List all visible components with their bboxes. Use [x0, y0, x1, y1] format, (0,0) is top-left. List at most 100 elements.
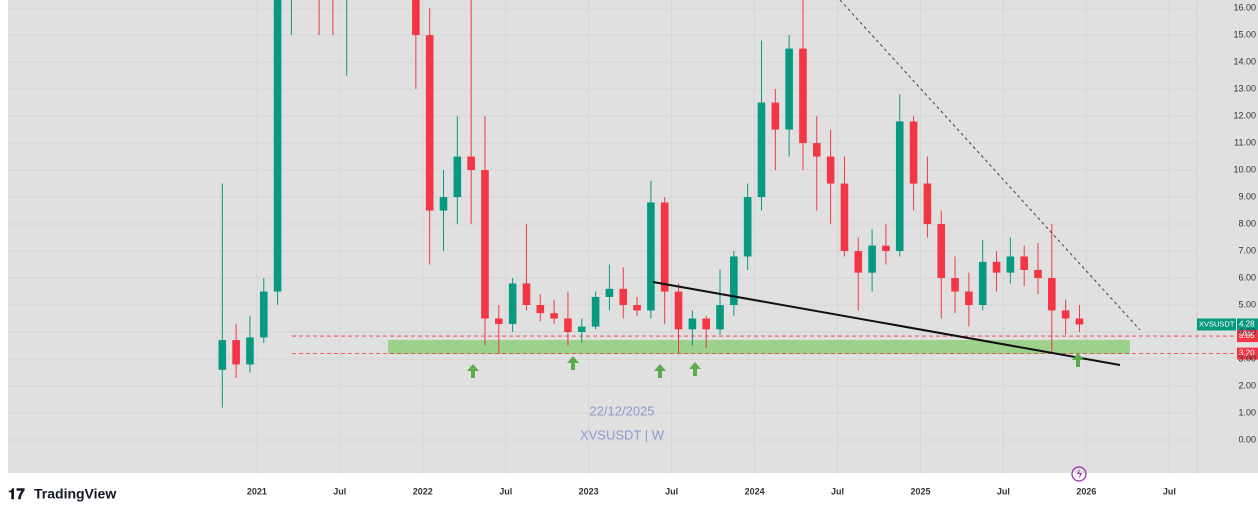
arrow: [567, 356, 579, 370]
x-tick-label: Jul: [997, 486, 1010, 496]
candle-body: [909, 121, 918, 184]
x-tick-label: Jul: [333, 486, 346, 496]
candle-body: [840, 183, 849, 252]
x-tick-label: 2021: [247, 486, 267, 496]
symbol-tag: XVSUSDT: [1199, 319, 1235, 328]
candle-body: [605, 288, 614, 297]
candle-body: [522, 283, 531, 306]
y-tick-label: 6.00: [1238, 272, 1256, 282]
y-tick-label: 9.00: [1238, 191, 1256, 201]
watermark-symbol: XVSUSDT | W: [580, 427, 665, 442]
event-icon-bolt: [1077, 469, 1082, 479]
candle-body: [481, 170, 489, 319]
candle-body: [992, 261, 1001, 273]
event-icon: [1071, 466, 1087, 482]
axes: 0.00 1.00 2.00 3.00 4.00 5.00 6.00 7.00 8.00 9.00…: [247, 2, 1256, 496]
candle-body: [923, 183, 932, 225]
candle-body: [467, 156, 475, 171]
y-tick-label: 0.00: [1238, 434, 1256, 444]
symbol-tag-box: [1197, 318, 1236, 331]
candle-body: [246, 337, 254, 365]
brand: TradingView: [34, 486, 116, 502]
y-tick-label: 1.00: [1238, 407, 1256, 417]
price-tag-label: 3.20: [1239, 349, 1255, 358]
candle-body: [978, 261, 987, 306]
candle-body: [1020, 256, 1028, 270]
x-tick-label: Jul: [1163, 486, 1176, 496]
candle-body: [868, 245, 876, 273]
y-tick-label: 13.00: [1233, 83, 1256, 93]
y-tick-label: 5.00: [1238, 299, 1256, 309]
support-zone: [388, 340, 1130, 354]
candle-body: [1006, 256, 1015, 273]
arrow: [654, 364, 666, 378]
price-tag-box: [1237, 347, 1258, 360]
candle-body: [508, 283, 517, 324]
y-tick-label: 11.00: [1234, 137, 1256, 147]
candle-body: [937, 224, 946, 279]
y-tick-label: 12.00: [1233, 110, 1256, 120]
candle-body: [757, 102, 766, 198]
candle-body: [647, 202, 655, 311]
candle-body: [1048, 278, 1056, 311]
grid: [8, 0, 1197, 473]
candle-body: [702, 318, 710, 330]
trendline: [652, 281, 1121, 366]
y-tick-label: 8.00: [1238, 218, 1256, 228]
candle-body: [495, 318, 503, 324]
x-tick-label: Jul: [499, 486, 512, 496]
candle-body: [619, 288, 628, 306]
candle-body: [799, 48, 807, 144]
x-tick-label: 2025: [910, 486, 930, 496]
candle-body: [1034, 269, 1042, 279]
candle-body: [688, 318, 697, 330]
x-tick-label: 2026: [1076, 486, 1096, 496]
arrow: [689, 362, 701, 376]
candle-body: [826, 156, 835, 184]
candle-body: [674, 291, 683, 330]
price-tag-label: 4.28: [1239, 320, 1255, 329]
candle-body: [412, 0, 420, 36]
candle-body: [785, 48, 793, 130]
chart-background: [8, 0, 1258, 473]
arrows: [467, 353, 1084, 378]
candle-body: [660, 202, 669, 292]
candle-body: [812, 143, 821, 157]
price-tag-box: [1237, 330, 1258, 343]
candle-body: [453, 156, 462, 198]
candle-body: [232, 340, 240, 365]
arrow: [467, 364, 479, 378]
x-tick-label: Jul: [831, 486, 844, 496]
y-tick-label: 4.00: [1238, 326, 1256, 336]
logo-mark: 𝟏𝟕: [8, 486, 25, 503]
countdown: 3d 6: [1239, 330, 1253, 337]
candle-body: [536, 305, 545, 314]
candle-body: [439, 197, 448, 211]
candle-body: [425, 35, 434, 211]
candle-body: [730, 256, 738, 306]
candle-body: [633, 305, 641, 311]
x-tick-label: 2022: [413, 486, 433, 496]
candle-body: [882, 245, 890, 252]
resistance-line: [839, 0, 1141, 331]
x-tick-label: 2024: [745, 486, 765, 496]
candle-body: [564, 318, 572, 333]
candle-body: [550, 313, 558, 319]
price-levels: 4.28 3.85 3.20 XVSUSDT 3d 6: [292, 318, 1258, 360]
candle-body: [854, 251, 863, 273]
x-tick-label: Jul: [665, 486, 678, 496]
candle-body: [218, 340, 227, 370]
candle-body: [273, 0, 282, 292]
y-tick-label: 2.00: [1238, 380, 1256, 390]
candle-body: [743, 197, 752, 257]
candle-body: [1075, 318, 1084, 325]
candle-body: [577, 326, 586, 333]
candle-body: [951, 278, 959, 292]
candle-body: [771, 102, 780, 130]
candle-body: [716, 305, 724, 330]
candle-body: [895, 121, 904, 252]
candle-body: [259, 291, 268, 338]
price-tag-label: 3.85: [1239, 331, 1255, 340]
y-tick-label: 7.00: [1238, 245, 1256, 255]
